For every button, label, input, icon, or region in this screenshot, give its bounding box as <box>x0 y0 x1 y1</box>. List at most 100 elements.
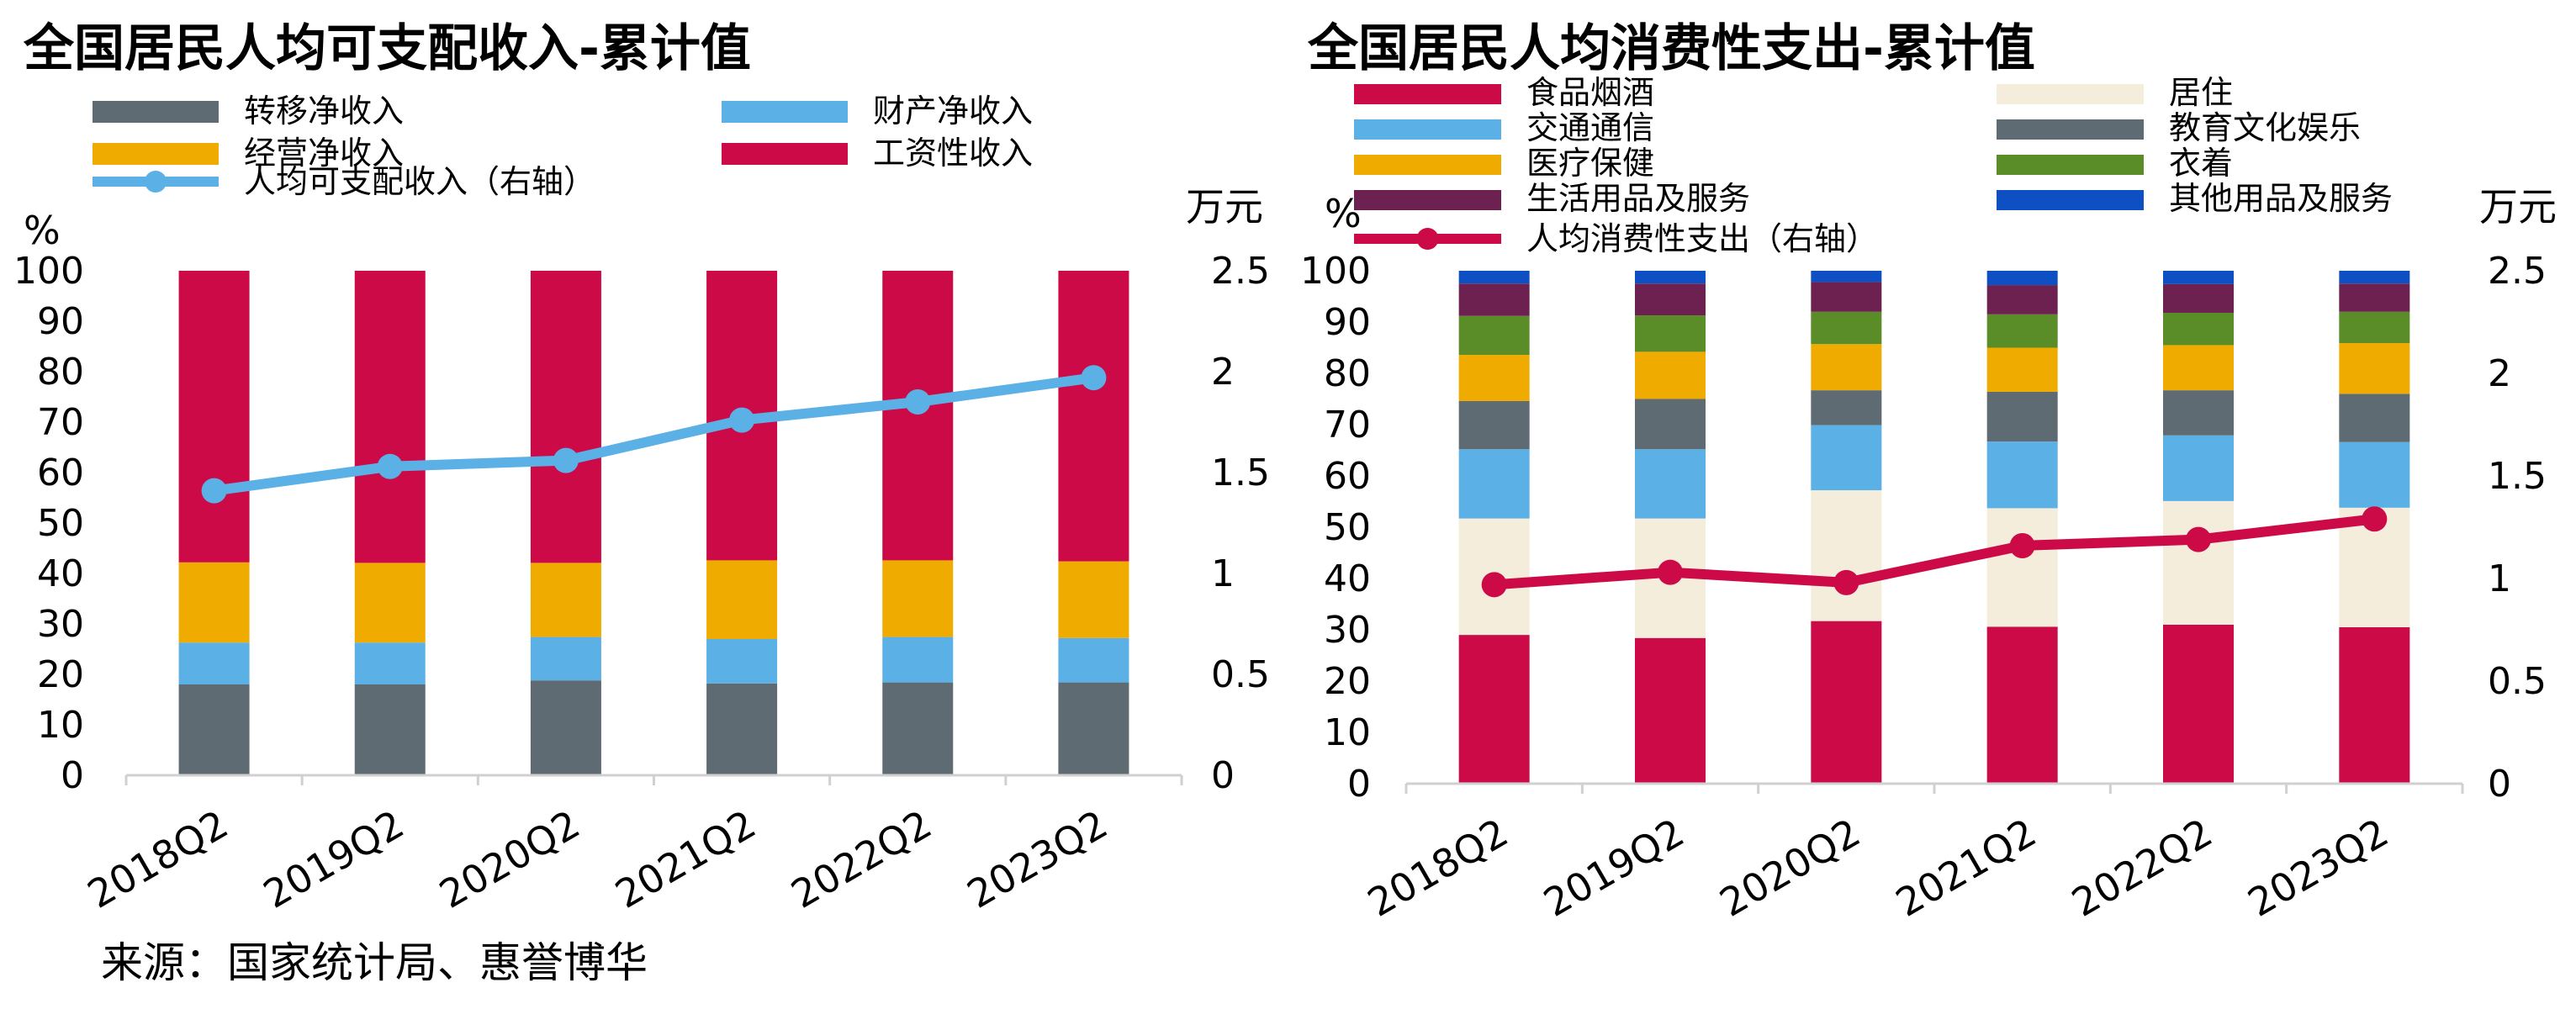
bar-segment <box>1458 400 1530 450</box>
bar-segment <box>354 271 426 563</box>
bar-segment <box>1986 391 2058 442</box>
bar-segment <box>1811 282 1882 312</box>
bar-segment <box>1811 490 1882 621</box>
y-tick-right: 1 <box>1211 552 1235 595</box>
y-tick-left: 70 <box>37 401 84 444</box>
bar-segment <box>706 683 778 775</box>
bar-segment <box>1635 351 1706 399</box>
x-tick-label: 2022Q2 <box>2064 810 2219 926</box>
y-tick-left: 30 <box>1324 609 1371 652</box>
bar-segment <box>1811 344 1882 391</box>
legend-label-6: 衣着 <box>2169 145 2233 182</box>
line-series-path <box>1489 514 2380 590</box>
bar-segment <box>178 642 250 684</box>
bar-segment <box>882 271 954 561</box>
x-tick-label: 2021Q2 <box>607 801 763 917</box>
y-tick-left: 70 <box>1324 404 1371 446</box>
y-tick-left: 10 <box>1324 711 1371 754</box>
bar-segment <box>882 637 954 683</box>
line-series-path <box>209 372 1099 496</box>
bar-segment <box>178 684 250 775</box>
y-tick-right: 0.5 <box>2488 660 2547 703</box>
legend-swatch-4 <box>1997 119 2144 140</box>
x-tick-label: 2020Q2 <box>1712 810 1868 926</box>
y-tick-right: 0 <box>1211 754 1235 797</box>
y-tick-left: 80 <box>37 351 84 394</box>
y-tick-left: 90 <box>1324 301 1371 344</box>
bar-segment <box>1811 425 1882 491</box>
legend-line-label: 人均可支配收入（右轴） <box>244 163 595 200</box>
bar-segment <box>1986 508 2058 627</box>
legend-label-4: 教育文化娱乐 <box>2169 109 2361 146</box>
bar-segment <box>530 563 601 637</box>
y-tick-right: 2 <box>2488 352 2511 395</box>
line-series-point <box>1481 572 1507 598</box>
y-tick-left: 80 <box>1324 352 1371 395</box>
y-tick-left: 90 <box>37 300 84 343</box>
bar-segment <box>1458 635 1530 784</box>
legend-swatch-6 <box>1997 155 2144 175</box>
bar-segment <box>178 271 250 563</box>
legend-line-marker <box>1416 228 1439 250</box>
x-tick-label: 2023Q2 <box>2240 810 2396 926</box>
line-series-point <box>905 389 931 415</box>
y-axis-label-left: % <box>24 208 61 253</box>
bar-segment <box>1986 626 2058 784</box>
legend-label-8: 其他用品及服务 <box>2169 180 2393 217</box>
bar-segment <box>2339 283 2410 312</box>
legend-swatch-1 <box>93 101 219 123</box>
y-tick-right: 1 <box>2488 557 2511 600</box>
bar-segment <box>1635 283 1706 316</box>
legend-label-2: 居住 <box>2169 74 2233 111</box>
bar-segment <box>706 560 778 639</box>
bar-segment <box>2339 394 2410 442</box>
y-tick-left: 20 <box>37 653 84 696</box>
y-tick-right: 0.5 <box>1211 653 1270 696</box>
bar-segment <box>530 637 601 681</box>
x-tick-label: 2020Q2 <box>431 801 587 917</box>
legend-label-5: 医疗保健 <box>1526 145 1654 182</box>
legend-line-marker <box>145 171 167 193</box>
bar-segment <box>1058 271 1129 562</box>
y-axis-label-left: % <box>1325 191 1362 236</box>
bar-segment <box>178 562 250 643</box>
bar-segment <box>354 642 426 684</box>
bar-segment <box>1635 399 1706 450</box>
line-series-point <box>553 447 579 473</box>
bar-segment <box>530 680 601 775</box>
legend-swatch-1 <box>1354 84 1501 104</box>
bar-segment <box>2339 343 2410 394</box>
bar-segment <box>1811 311 1882 345</box>
legend-line-label: 人均消费性支出（右轴） <box>1526 220 1878 257</box>
bar-segment <box>2163 271 2234 284</box>
chart-title: 全国居民人均消费性支出-累计值 <box>1307 19 2035 78</box>
legend-label-4: 工资性收入 <box>873 135 1033 172</box>
bar-segment <box>1811 621 1882 784</box>
y-tick-left: 100 <box>13 250 84 293</box>
bar-segment <box>1811 271 1882 283</box>
bar-segment <box>1058 561 1129 638</box>
x-tick-label: 2021Q2 <box>1888 810 2044 926</box>
y-tick-right: 2.5 <box>1211 250 1270 293</box>
x-tick-label: 2019Q2 <box>256 801 411 917</box>
y-tick-left: 40 <box>1324 557 1371 600</box>
bar-segment <box>2163 313 2234 346</box>
legend-swatch-3 <box>1354 119 1501 140</box>
bar-segment <box>1986 441 2058 509</box>
x-tick-label: 2022Q2 <box>784 801 939 917</box>
line-series-point <box>729 407 755 433</box>
bar-segment <box>1811 390 1882 425</box>
line-series-point <box>377 453 403 479</box>
legend-swatch-8 <box>1997 190 2144 210</box>
legend-swatch-7 <box>1354 190 1501 210</box>
line-series-point <box>201 478 227 504</box>
legend-label-7: 生活用品及服务 <box>1526 180 1750 217</box>
legend-label-3: 交通通信 <box>1526 109 1654 146</box>
bar-segment <box>1458 283 1530 316</box>
bar-segment <box>1458 449 1530 519</box>
line-series-point <box>2186 526 2211 552</box>
source-note: 来源：国家统计局、惠誉博华 <box>101 938 648 987</box>
y-tick-left: 50 <box>1324 506 1371 549</box>
